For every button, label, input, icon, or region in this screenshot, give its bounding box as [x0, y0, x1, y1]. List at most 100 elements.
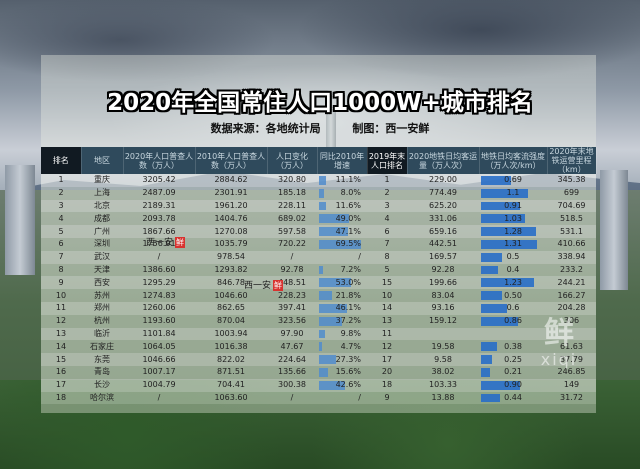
growth-bar — [319, 278, 352, 288]
cell-pop2020: 1193.60 — [123, 314, 195, 328]
corner-logo: 鲜 xiqi — [524, 318, 594, 370]
cell-region: 哈尔滨 — [81, 391, 123, 405]
cell-change: 135.66 — [267, 365, 317, 379]
cell-km: 518.5 — [547, 212, 596, 226]
cell-pop2020: / — [123, 250, 195, 264]
cell-rank: 12 — [41, 314, 81, 328]
cell-value: 53.0% — [335, 277, 361, 287]
table-row: 2 上海 2487.09 2301.91 185.18 8.0% 2 774.49 1.1 699 — [41, 186, 596, 200]
cell-km: 699 — [547, 186, 596, 200]
cell-pop2010: 1003.94 — [195, 327, 267, 341]
cell-value: / — [358, 392, 361, 402]
cell-rank: 11 — [41, 301, 81, 315]
cell-flow: 1.23 — [479, 276, 547, 290]
cell-change: 92.78 — [267, 263, 317, 277]
cell-pop2020: 3205.42 — [123, 174, 195, 187]
flow-bar — [481, 278, 534, 288]
cell-change: 47.67 — [267, 340, 317, 354]
table-row: 14 石家庄 1064.05 1016.38 47.67 4.7% 12 19.58 0.38 6… — [41, 340, 596, 354]
cell-pop2020: 2487.09 — [123, 186, 195, 200]
table-row: 5 广州 1867.66 1270.08 597.58 47.1% 6 659.16 1.28 5… — [41, 225, 596, 238]
cell-rate: 4.7% — [317, 340, 367, 354]
cell-pop2010: 822.02 — [195, 353, 267, 366]
growth-bar — [319, 188, 324, 198]
cell-flow: 0.91 — [479, 199, 547, 213]
cell-metro: 9.58 — [407, 353, 479, 366]
cell-region: 北京 — [81, 199, 123, 213]
cell-rate: 42.6% — [317, 378, 367, 392]
cell-region: 上海 — [81, 186, 123, 200]
table-row: 3 北京 2189.31 1961.20 228.11 11.6% 3 625.20 0.91 7… — [41, 199, 596, 213]
cell-km: 410.66 — [547, 237, 596, 251]
cell-rate: / — [317, 391, 367, 405]
cell-value: 1.23 — [504, 277, 522, 287]
cell-rate: 11.6% — [317, 199, 367, 213]
cell-value: 15.6% — [335, 367, 361, 377]
growth-bar — [319, 342, 322, 352]
cell-metro: 83.04 — [407, 289, 479, 302]
growth-bar — [319, 316, 342, 326]
cell-pop2020: 1007.17 — [123, 365, 195, 379]
cell-km: 244.21 — [547, 276, 596, 290]
cell-rank2019: 11 — [367, 327, 407, 341]
cell-value: 0.4 — [506, 264, 520, 274]
cell-rank: 13 — [41, 327, 81, 341]
cell-pop2020: 2189.31 — [123, 199, 195, 213]
growth-bar — [319, 214, 349, 224]
cell-rate: 69.5% — [317, 237, 367, 251]
cell-rank2019: 5 — [367, 263, 407, 277]
cell-rank2019: 1 — [367, 174, 407, 187]
cell-rank: 4 — [41, 212, 81, 226]
cell-rate: 21.8% — [317, 289, 367, 302]
cell-value: 4.7% — [340, 341, 361, 351]
cell-value: 1.31 — [504, 239, 522, 249]
cell-metro: 229.00 — [407, 174, 479, 187]
cell-value: 0.25 — [504, 354, 522, 364]
cell-value: 27.3% — [335, 354, 361, 364]
cell-rate: 49.0% — [317, 212, 367, 226]
cell-km: 345.38 — [547, 174, 596, 187]
table-row: 11 郑州 1260.06 862.65 397.41 46.1% 14 93.16 0.6 20… — [41, 301, 596, 315]
flow-bar — [481, 239, 538, 249]
cell-pop2010: 846.78 — [195, 276, 267, 290]
cell-value: 11.1% — [335, 175, 361, 185]
cell-rank: 3 — [41, 199, 81, 213]
table-row: 13 临沂 1101.84 1003.94 97.90 9.8% 11 — [41, 327, 596, 341]
cell-rank2019: 20 — [367, 365, 407, 379]
cell-km: 166.27 — [547, 289, 596, 302]
cell-region: 成都 — [81, 212, 123, 226]
header-rate: 同比2010年增速 — [317, 147, 368, 174]
cell-rank: 1 — [41, 174, 81, 187]
cell-value: 47.1% — [335, 226, 361, 236]
watermark-text: 西一安 — [244, 281, 272, 291]
cell-value: 8.0% — [340, 188, 361, 198]
cell-region: 天津 — [81, 263, 123, 277]
cell-rank2019: 13 — [367, 314, 407, 328]
cell-km: 233.2 — [547, 263, 596, 277]
cell-region: 苏州 — [81, 289, 123, 302]
cell-pop2020: 1004.79 — [123, 378, 195, 392]
cell-flow: 0.90 — [479, 378, 547, 392]
table-row: 16 青岛 1007.17 871.51 135.66 15.6% 20 38.02 0.21 2… — [41, 365, 596, 379]
cell-rate: 53.0% — [317, 276, 367, 290]
cell-rate: 27.3% — [317, 353, 367, 366]
cell-flow: 0.4 — [479, 263, 547, 277]
table-row: 18 哈尔滨/1063.60//9 13.88 0.44 31.72 — [41, 391, 596, 405]
cell-flow: 1.03 — [479, 212, 547, 226]
cell-km: 338.94 — [547, 250, 596, 264]
cell-flow: 0.25 — [479, 353, 547, 366]
table-row: 15 东莞 1046.66 822.02 224.64 27.3% 17 9.58 0.25 37… — [41, 353, 596, 366]
cell-region: 郑州 — [81, 301, 123, 315]
cell-metro: 19.58 — [407, 340, 479, 354]
flow-bar — [481, 342, 498, 352]
cell-change: 323.56 — [267, 314, 317, 328]
cell-rank: 10 — [41, 289, 81, 302]
cell-rank2019: 17 — [367, 353, 407, 366]
cell-value: 0.91 — [504, 200, 522, 210]
header-flow: 地铁日均客流强度（万人次/km） — [479, 147, 548, 174]
watermark-text: 西一安 — [146, 238, 174, 248]
table-row: 17 长沙 1004.79 704.41 300.38 42.6% 18 103.33 0.90… — [41, 378, 596, 392]
cell-flow: 0.44 — [479, 391, 547, 405]
cell-rank2019: 4 — [367, 212, 407, 226]
cell-change: 97.90 — [267, 327, 317, 341]
